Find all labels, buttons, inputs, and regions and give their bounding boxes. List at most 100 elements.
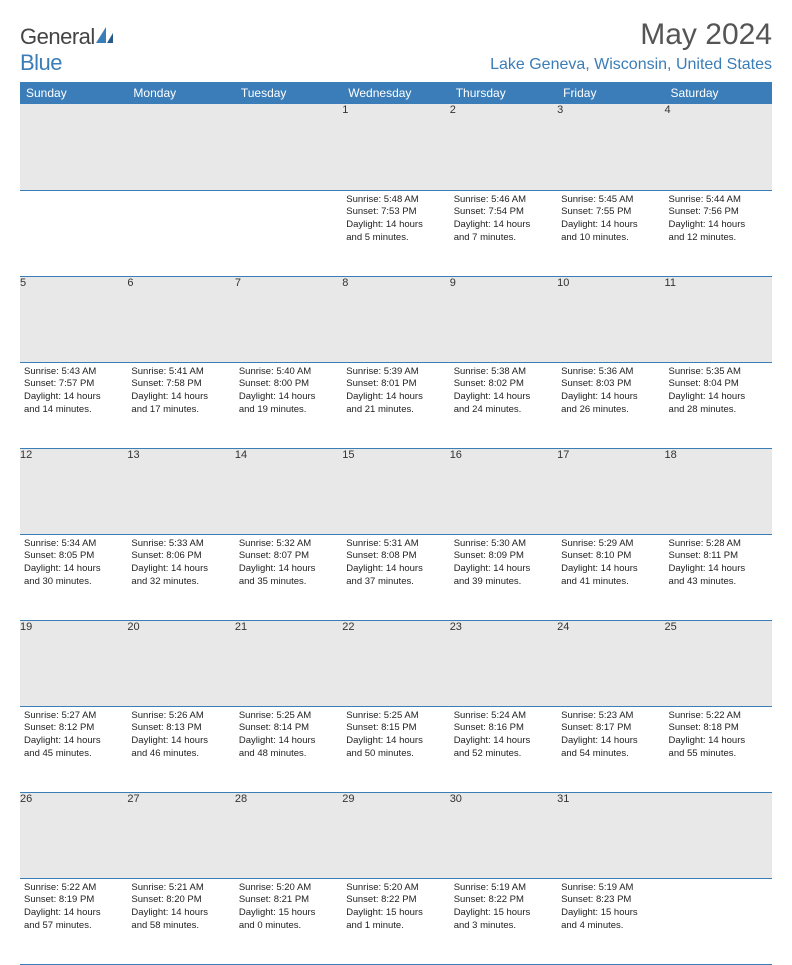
sunrise-text: Sunrise: 5:34 AM [24, 538, 123, 551]
empty-day-number [20, 104, 127, 190]
day-cell: Sunrise: 5:20 AMSunset: 8:22 PMDaylight:… [342, 879, 449, 936]
day-cell: Sunrise: 5:27 AMSunset: 8:12 PMDaylight:… [20, 707, 127, 764]
day-content-row: Sunrise: 5:43 AMSunset: 7:57 PMDaylight:… [20, 362, 772, 448]
day-cell: Sunrise: 5:26 AMSunset: 8:13 PMDaylight:… [127, 707, 234, 764]
daylight-text: and 50 minutes. [346, 748, 445, 761]
day-number: 9 [450, 276, 557, 362]
daylight-text: Daylight: 14 hours [239, 735, 338, 748]
daylight-text: and 10 minutes. [561, 232, 660, 245]
day-cell: Sunrise: 5:35 AMSunset: 8:04 PMDaylight:… [665, 363, 772, 420]
daylight-text: and 55 minutes. [669, 748, 768, 761]
day-number: 27 [127, 792, 234, 878]
brand-text: GeneralBlue [20, 24, 115, 76]
day-number: 25 [665, 620, 772, 706]
sunrise-text: Sunrise: 5:45 AM [561, 194, 660, 207]
daylight-text: and 7 minutes. [454, 232, 553, 245]
day-cell: Sunrise: 5:23 AMSunset: 8:17 PMDaylight:… [557, 707, 664, 764]
sunset-text: Sunset: 8:22 PM [454, 894, 553, 907]
daylight-text: and 26 minutes. [561, 404, 660, 417]
sunrise-text: Sunrise: 5:26 AM [131, 710, 230, 723]
day-cell: Sunrise: 5:48 AMSunset: 7:53 PMDaylight:… [342, 191, 449, 248]
day-number: 1 [342, 104, 449, 190]
daylight-text: and 57 minutes. [24, 920, 123, 933]
day-number-row: 567891011 [20, 276, 772, 362]
day-cell: Sunrise: 5:34 AMSunset: 8:05 PMDaylight:… [20, 535, 127, 592]
daylight-text: Daylight: 14 hours [669, 735, 768, 748]
day-number: 14 [235, 448, 342, 534]
empty-day-cell [127, 190, 234, 276]
sunrise-text: Sunrise: 5:30 AM [454, 538, 553, 551]
weekday-header: Sunday [20, 82, 127, 104]
location-subtitle: Lake Geneva, Wisconsin, United States [490, 56, 772, 74]
daylight-text: Daylight: 14 hours [561, 563, 660, 576]
day-number-row: 1234 [20, 104, 772, 190]
daylight-text: and 4 minutes. [561, 920, 660, 933]
weekday-header: Saturday [665, 82, 772, 104]
weekday-header: Thursday [450, 82, 557, 104]
sunset-text: Sunset: 8:21 PM [239, 894, 338, 907]
daylight-text: Daylight: 14 hours [131, 563, 230, 576]
sunrise-text: Sunrise: 5:38 AM [454, 366, 553, 379]
daylight-text: Daylight: 15 hours [346, 907, 445, 920]
daylight-text: and 52 minutes. [454, 748, 553, 761]
daylight-text: and 17 minutes. [131, 404, 230, 417]
daylight-text: and 58 minutes. [131, 920, 230, 933]
weekday-header: Monday [127, 82, 234, 104]
day-content-row: Sunrise: 5:48 AMSunset: 7:53 PM Daylight:… [20, 190, 772, 276]
day-number: 5 [20, 276, 127, 362]
day-cell: Sunrise: 5:39 AMSunset: 8:01 PMDaylight:… [342, 363, 449, 420]
daylight-text: and 24 minutes. [454, 404, 553, 417]
sunrise-text: Sunrise: 5:19 AM [561, 882, 660, 895]
sunset-text: Sunset: 7:58 PM [131, 378, 230, 391]
sunrise-text: Sunrise: 5:48 AM [346, 194, 445, 207]
day-cell: Sunrise: 5:24 AMSunset: 8:16 PMDaylight:… [450, 707, 557, 764]
sunrise-text: Sunrise: 5:44 AM [669, 194, 768, 207]
sunset-text: Sunset: 8:23 PM [561, 894, 660, 907]
daylight-text: Daylight: 14 hours [454, 563, 553, 576]
day-number: 23 [450, 620, 557, 706]
day-cell: Sunrise: 5:33 AMSunset: 8:06 PMDaylight:… [127, 535, 234, 592]
sunset-text: Sunset: 8:06 PM [131, 550, 230, 563]
sunrise-text: Sunrise: 5:28 AM [669, 538, 768, 551]
sunset-text: Sunset: 8:16 PM [454, 722, 553, 735]
day-cell: Sunrise: 5:19 AMSunset: 8:23 PMDaylight:… [557, 879, 664, 936]
daylight-text: Daylight: 14 hours [454, 219, 553, 232]
day-number: 16 [450, 448, 557, 534]
day-number: 22 [342, 620, 449, 706]
daylight-text: Daylight: 14 hours [346, 563, 445, 576]
day-cell: Sunrise: 5:29 AMSunset: 8:10 PMDaylight:… [557, 535, 664, 592]
sunset-text: Sunset: 8:15 PM [346, 722, 445, 735]
day-number: 10 [557, 276, 664, 362]
sunrise-text: Sunrise: 5:43 AM [24, 366, 123, 379]
month-title: May 2024 [490, 18, 772, 52]
day-number: 31 [557, 792, 664, 878]
day-cell: Sunrise: 5:46 AMSunset: 7:54 PMDaylight:… [450, 191, 557, 248]
sunrise-text: Sunrise: 5:23 AM [561, 710, 660, 723]
day-number: 28 [235, 792, 342, 878]
sunrise-text: Sunrise: 5:20 AM [346, 882, 445, 895]
sunrise-text: Sunrise: 5:29 AM [561, 538, 660, 551]
day-cell: Sunrise: 5:38 AMSunset: 8:02 PMDaylight:… [450, 363, 557, 420]
day-content-row: Sunrise: 5:27 AMSunset: 8:12 PMDaylight:… [20, 706, 772, 792]
day-number-row: 262728293031 [20, 792, 772, 878]
sunrise-text: Sunrise: 5:41 AM [131, 366, 230, 379]
day-cell: Sunrise: 5:22 AMSunset: 8:19 PMDaylight:… [20, 879, 127, 936]
sunset-text: Sunset: 7:53 PM [346, 206, 445, 219]
empty-day-cell [20, 190, 127, 276]
daylight-text: Daylight: 14 hours [454, 391, 553, 404]
sunset-text: Sunset: 8:14 PM [239, 722, 338, 735]
day-number: 17 [557, 448, 664, 534]
sunrise-text: Sunrise: 5:36 AM [561, 366, 660, 379]
brand-logo: GeneralBlue [20, 24, 115, 76]
day-number: 3 [557, 104, 664, 190]
daylight-text: Daylight: 14 hours [131, 735, 230, 748]
day-number: 6 [127, 276, 234, 362]
day-number: 7 [235, 276, 342, 362]
sunrise-text: Sunrise: 5:25 AM [346, 710, 445, 723]
sunrise-text: Sunrise: 5:31 AM [346, 538, 445, 551]
sunset-text: Sunset: 8:20 PM [131, 894, 230, 907]
day-cell: Sunrise: 5:31 AMSunset: 8:08 PMDaylight:… [342, 535, 449, 592]
daylight-text: Daylight: 14 hours [454, 735, 553, 748]
daylight-text: Daylight: 14 hours [239, 563, 338, 576]
day-cell: Sunrise: 5:30 AMSunset: 8:09 PMDaylight:… [450, 535, 557, 592]
